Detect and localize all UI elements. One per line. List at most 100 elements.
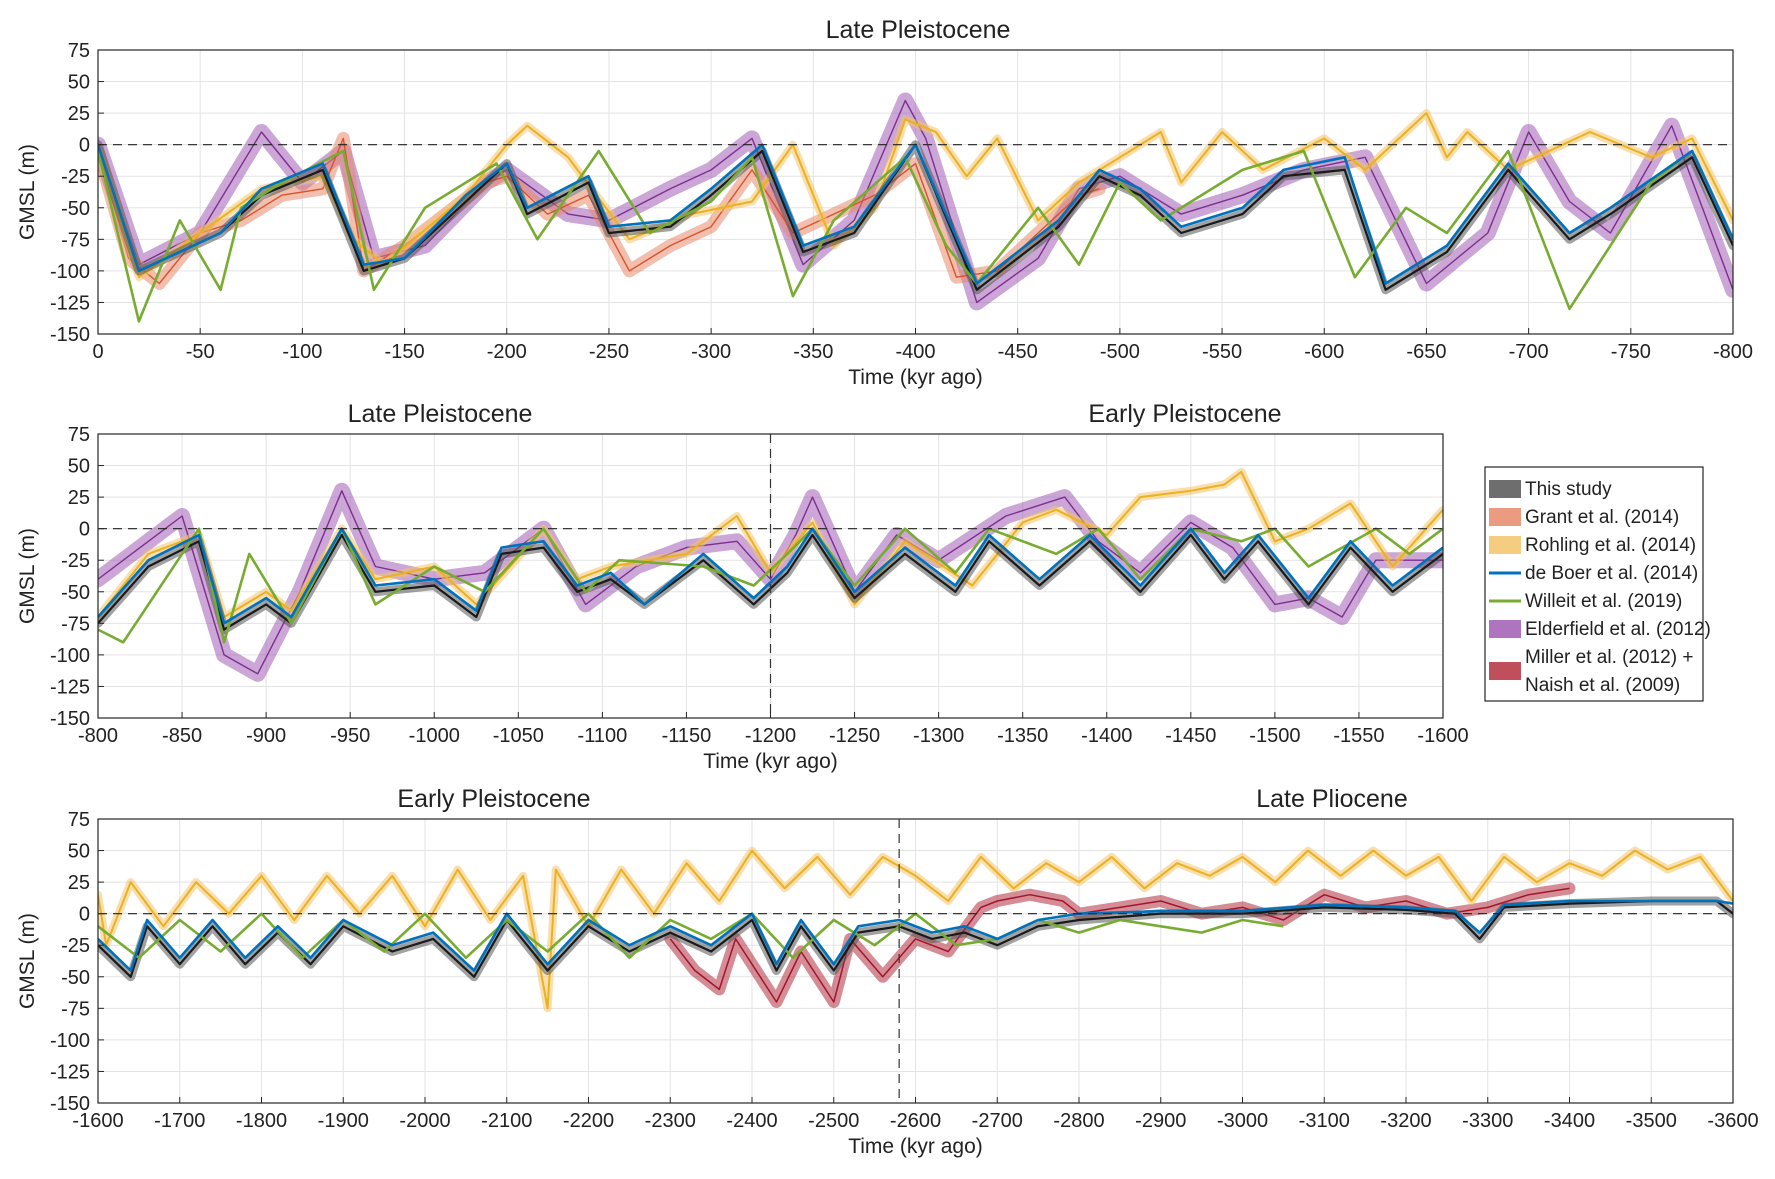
y-tick-label: -125 bbox=[50, 676, 90, 698]
legend-label: Grant et al. (2014) bbox=[1525, 507, 1679, 528]
x-tick-label: -1400 bbox=[1081, 725, 1132, 747]
series-line-willeit-et-al-2019 bbox=[98, 912, 1284, 960]
y-tick-label: 25 bbox=[68, 487, 90, 509]
series-group bbox=[98, 467, 1443, 682]
x-axis-label: Time (kyr ago) bbox=[703, 750, 838, 773]
x-tick-label: -1250 bbox=[829, 725, 880, 747]
legend-item-de-boer-et-al-2014: de Boer et al. (2014) bbox=[1489, 563, 1698, 584]
x-tick-label: -1350 bbox=[997, 725, 1048, 747]
x-tick-label: -800 bbox=[78, 725, 118, 747]
y-tick-label: -100 bbox=[50, 261, 90, 283]
y-tick-label: -75 bbox=[61, 998, 90, 1020]
series-line-de-boer-et-al-2014 bbox=[98, 899, 1733, 972]
y-tick-label: -75 bbox=[61, 613, 90, 635]
panel-3: -1600 -1700 -1800 -1900 -2000 -2100 -2200 -2300… bbox=[16, 785, 1759, 1158]
y-tick-label: -150 bbox=[50, 708, 90, 730]
x-tick-label: -600 bbox=[1304, 341, 1344, 363]
legend-item-grant-et-al-2014: Grant et al. (2014) bbox=[1489, 507, 1679, 528]
x-tick-label: -650 bbox=[1406, 341, 1446, 363]
x-tick-label: -500 bbox=[1100, 341, 1140, 363]
x-tick-label: -50 bbox=[186, 341, 215, 363]
y-tick-label: -50 bbox=[61, 582, 90, 604]
x-tick-label: -2600 bbox=[890, 1110, 941, 1132]
series-line-de-boer-et-al-2014 bbox=[98, 527, 1443, 625]
x-tick-label: -3200 bbox=[1380, 1110, 1431, 1132]
panel-title: Late Pleistocene bbox=[348, 400, 533, 428]
y-tick-label: -25 bbox=[61, 550, 90, 572]
y-tick-label: -25 bbox=[61, 166, 90, 188]
y-axis-label: GMSL (m) bbox=[16, 913, 39, 1009]
y-tick-label: -125 bbox=[50, 1061, 90, 1083]
series-line-rohling-et-al-2014 bbox=[98, 112, 1733, 279]
y-tick-label: 50 bbox=[68, 456, 90, 478]
x-tick-label: -300 bbox=[691, 341, 731, 363]
legend-swatch-patch bbox=[1489, 536, 1521, 554]
x-tick-label: -1600 bbox=[72, 1110, 123, 1132]
y-tick-label: 25 bbox=[68, 103, 90, 125]
panel-title: Early Pleistocene bbox=[1088, 400, 1281, 428]
legend-label: Rohling et al. (2014) bbox=[1525, 535, 1696, 556]
y-tick-label: -150 bbox=[50, 1093, 90, 1115]
x-tick-label: -1700 bbox=[154, 1110, 205, 1132]
y-tick-label: 50 bbox=[68, 72, 90, 94]
x-tick-label: -1150 bbox=[662, 725, 712, 747]
y-axis-label: GMSL (m) bbox=[16, 144, 39, 240]
x-tick-label: -250 bbox=[589, 341, 629, 363]
x-tick-label: -1550 bbox=[1333, 725, 1384, 747]
legend-swatch-patch bbox=[1489, 480, 1521, 498]
x-tick-label: -1200 bbox=[745, 725, 796, 747]
x-tick-label: -100 bbox=[282, 341, 322, 363]
x-tick-label: -2400 bbox=[726, 1110, 777, 1132]
x-tick-label: -200 bbox=[487, 341, 527, 363]
x-tick-label: -1600 bbox=[1417, 725, 1468, 747]
legend: This study Grant et al. (2014) Rohling et … bbox=[1484, 466, 1711, 702]
x-tick-label: -950 bbox=[330, 725, 370, 747]
grid bbox=[97, 818, 1734, 1104]
y-tick-label: -150 bbox=[50, 324, 90, 346]
y-tick-label: -25 bbox=[61, 935, 90, 957]
y-tick-label: 0 bbox=[79, 519, 90, 541]
y-tick-label: 50 bbox=[68, 841, 90, 863]
x-tick-label: -900 bbox=[246, 725, 286, 747]
series-line-rohling-et-al-2014 bbox=[98, 470, 1443, 618]
y-tick-label: -50 bbox=[61, 198, 90, 220]
x-tick-label: -2700 bbox=[972, 1110, 1023, 1132]
legend-item-rohling-et-al-2014: Rohling et al. (2014) bbox=[1489, 535, 1696, 556]
x-tick-label: 0 bbox=[92, 341, 103, 363]
y-tick-label: 75 bbox=[68, 40, 90, 62]
x-tick-label: -150 bbox=[385, 341, 425, 363]
series-line-willeit-et-al-2019 bbox=[98, 527, 1443, 644]
legend-label: Miller et al. (2012) + bbox=[1525, 647, 1693, 668]
x-tick-label: -1500 bbox=[1249, 725, 1300, 747]
x-tick-label: -700 bbox=[1509, 341, 1549, 363]
x-tick-label: -2300 bbox=[645, 1110, 696, 1132]
x-tick-label: -1100 bbox=[578, 725, 628, 747]
x-tick-label: -550 bbox=[1202, 341, 1242, 363]
x-tick-label: -3600 bbox=[1707, 1110, 1758, 1132]
legend-label: This study bbox=[1525, 479, 1612, 500]
legend-label: Elderfield et al. (2012) bbox=[1525, 619, 1711, 640]
x-tick-label: -3100 bbox=[1299, 1110, 1350, 1132]
x-tick-label: -2100 bbox=[481, 1110, 532, 1132]
x-tick-label: -3400 bbox=[1544, 1110, 1595, 1132]
legend-label-line2: Naish et al. (2009) bbox=[1525, 675, 1680, 696]
panel-1: 0 -50 -100 -150 -200 -250 -300 -350 -400 -450 -500… bbox=[16, 16, 1753, 389]
legend-item-elderfield-et-al-2012: Elderfield et al. (2012) bbox=[1489, 619, 1711, 640]
series-line-this-study bbox=[98, 143, 1733, 291]
legend-swatch-patch bbox=[1489, 662, 1521, 680]
legend-label: Willeit et al. (2019) bbox=[1525, 591, 1682, 612]
y-axis-label: GMSL (m) bbox=[16, 528, 39, 624]
y-tick-label: 75 bbox=[68, 424, 90, 446]
x-tick-label: -1000 bbox=[409, 725, 460, 747]
y-tick-label: -100 bbox=[50, 1030, 90, 1052]
x-tick-label: -1800 bbox=[236, 1110, 287, 1132]
x-tick-label: -1450 bbox=[1165, 725, 1216, 747]
x-axis-label: Time (kyr ago) bbox=[848, 1135, 983, 1158]
y-tick-label: -100 bbox=[50, 645, 90, 667]
x-tick-label: -1300 bbox=[913, 725, 964, 747]
x-tick-label: -3300 bbox=[1462, 1110, 1513, 1132]
panel-title: Early Pleistocene bbox=[397, 785, 590, 813]
series-line-de-boer-et-al-2014 bbox=[98, 143, 1733, 285]
legend-item-this-study: This study bbox=[1489, 479, 1612, 500]
